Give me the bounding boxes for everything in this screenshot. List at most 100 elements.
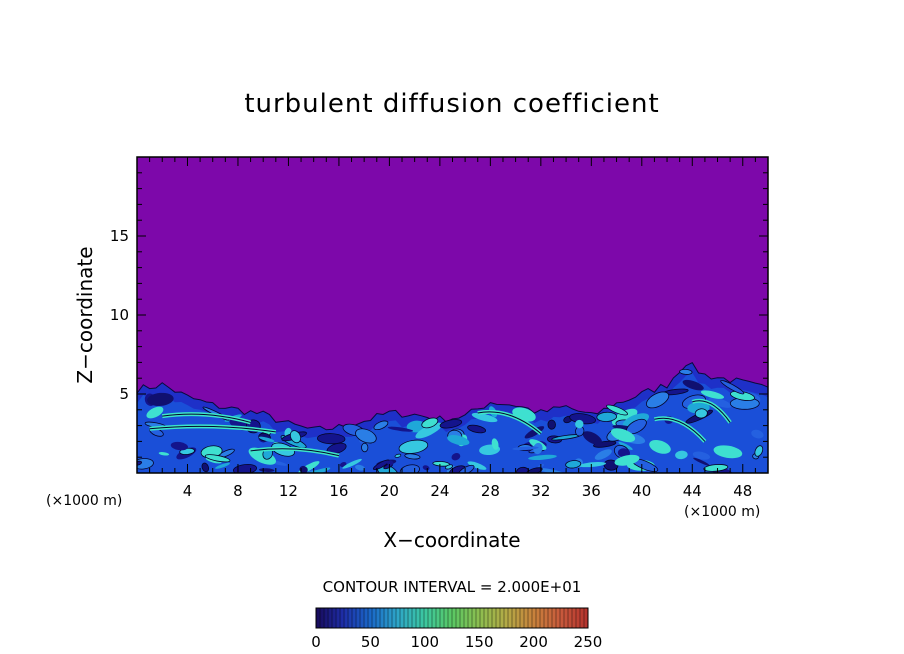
colorbar-frame bbox=[315, 607, 589, 629]
x-tick-label: 32 bbox=[531, 482, 550, 500]
turbulent-eddy bbox=[439, 419, 463, 429]
x-tick-label: 4 bbox=[183, 482, 193, 500]
turbulent-eddy bbox=[204, 454, 231, 463]
turbulent-eddy bbox=[361, 442, 369, 453]
x-tick-label: 28 bbox=[481, 482, 500, 500]
turbulent-eddy bbox=[713, 445, 743, 459]
x-axis-ticks: 4 8 12 16 20 24 28 32 36 40 44 48 bbox=[149, 157, 756, 500]
turbulent-eddy bbox=[582, 431, 602, 445]
turbulent-eddy bbox=[594, 449, 612, 460]
turbulent-eddy bbox=[147, 392, 174, 406]
turbulent-eddy bbox=[692, 451, 711, 460]
turbulent-eddy bbox=[355, 464, 365, 471]
turbulent-eddy bbox=[617, 448, 630, 458]
turbulent-eddy bbox=[682, 379, 704, 391]
turbulent-eddy bbox=[421, 417, 439, 429]
turbulent-eddy bbox=[524, 426, 545, 439]
y-axis-ticks: 5 10 15 bbox=[110, 172, 768, 458]
x-tick-label: 24 bbox=[430, 482, 449, 500]
turbulent-eddy bbox=[467, 461, 487, 470]
y-tick-label: 5 bbox=[119, 385, 129, 403]
turbulent-eddy bbox=[618, 441, 633, 450]
turbulent-eddy bbox=[614, 454, 640, 466]
turbulent-eddy bbox=[606, 404, 628, 416]
contour-interval-label: CONTOUR INTERVAL = 2.000E+01 bbox=[323, 578, 582, 596]
turbulent-eddy bbox=[471, 412, 498, 423]
turbulent-eddy bbox=[415, 422, 443, 439]
turbulent-eddy bbox=[610, 428, 636, 443]
turbulent-eddy bbox=[700, 390, 725, 399]
x-tick-label: 36 bbox=[582, 482, 601, 500]
colorbar-tick-label: 100 bbox=[410, 633, 439, 651]
turbulent-eddy bbox=[578, 462, 607, 468]
turbulent-eddy bbox=[404, 453, 421, 460]
turbulent-eddy bbox=[317, 433, 346, 445]
turbulent-eddy bbox=[170, 441, 189, 451]
turbulent-eddy bbox=[158, 452, 170, 456]
turbulent-eddy bbox=[708, 397, 732, 408]
turbulent-eddy bbox=[451, 453, 461, 461]
turbulent-eddy bbox=[146, 406, 164, 419]
turbulent-eddy bbox=[444, 464, 454, 470]
y-axis-label: Z−coordinate bbox=[73, 246, 97, 383]
turbulent-eddy bbox=[422, 465, 430, 471]
x-tick-label: 12 bbox=[279, 482, 298, 500]
x-tick-label: 44 bbox=[683, 482, 702, 500]
turbulent-eddy bbox=[754, 445, 764, 457]
turbulent-layer-contour bbox=[137, 362, 768, 431]
turbulent-eddy bbox=[406, 420, 427, 433]
turbulent-eddy bbox=[694, 408, 708, 419]
turbulent-eddy bbox=[258, 436, 275, 442]
shear-band-contour bbox=[162, 413, 251, 423]
turbulent-eddy bbox=[703, 464, 729, 472]
turbulent-eddy bbox=[693, 457, 710, 466]
colorbar-stripes bbox=[319, 608, 585, 628]
x-tick-label: 20 bbox=[380, 482, 399, 500]
colorbar-tick-label: 0 bbox=[311, 633, 321, 651]
shear-band-contour bbox=[250, 448, 340, 457]
turbulent-eddy bbox=[675, 450, 688, 460]
turbulent-eddy bbox=[649, 439, 671, 454]
x-tick-label: 40 bbox=[632, 482, 651, 500]
turbulent-eddy bbox=[596, 411, 617, 422]
turbulent-eddy bbox=[491, 438, 499, 450]
colorbar-tick-label: 50 bbox=[361, 633, 380, 651]
x-tick-label: 8 bbox=[233, 482, 243, 500]
turbulent-eddy bbox=[355, 428, 377, 444]
x-axis-unit: (×1000 m) bbox=[684, 504, 760, 520]
turbulent-eddy bbox=[467, 424, 487, 434]
y-tick-label: 15 bbox=[110, 227, 129, 245]
turbulent-eddy bbox=[575, 419, 584, 429]
turbulent-eddy bbox=[373, 420, 389, 431]
turbulent-eddy bbox=[342, 458, 362, 469]
turbulent-eddy bbox=[751, 429, 764, 439]
y-tick-label: 10 bbox=[110, 306, 129, 324]
turbulent-eddy bbox=[398, 439, 429, 454]
shear-band-contour bbox=[692, 400, 731, 423]
shear-band-contour bbox=[477, 411, 542, 434]
y-axis-unit: (×1000 m) bbox=[46, 493, 122, 509]
chart-title: turbulent diffusion coefficient bbox=[244, 89, 659, 119]
x-tick-label: 16 bbox=[329, 482, 348, 500]
turbulent-eddy bbox=[305, 467, 331, 473]
shear-band-contour bbox=[149, 425, 276, 433]
turbulent-eddy bbox=[533, 442, 543, 455]
x-tick-label: 48 bbox=[733, 482, 752, 500]
turbulent-eddy bbox=[215, 462, 230, 469]
turbulent-eddy bbox=[720, 380, 745, 395]
turbulent-eddy bbox=[394, 453, 402, 458]
turbulent-eddy bbox=[512, 446, 539, 451]
turbulent-eddy bbox=[646, 391, 670, 409]
shear-band-contour bbox=[654, 417, 706, 442]
turbulent-eddy bbox=[387, 460, 394, 466]
turbulent-eddy bbox=[528, 454, 557, 461]
colorbar-ticks: 0 50 100 150 200 250 bbox=[311, 633, 602, 651]
turbulent-eddy bbox=[565, 460, 582, 469]
colorbar-tick-label: 150 bbox=[465, 633, 494, 651]
colorbar-tick-label: 200 bbox=[519, 633, 548, 651]
turbulent-eddy bbox=[387, 426, 414, 432]
turbulent-eddy bbox=[547, 419, 556, 430]
colorbar: 0 50 100 150 200 250 bbox=[311, 607, 602, 651]
